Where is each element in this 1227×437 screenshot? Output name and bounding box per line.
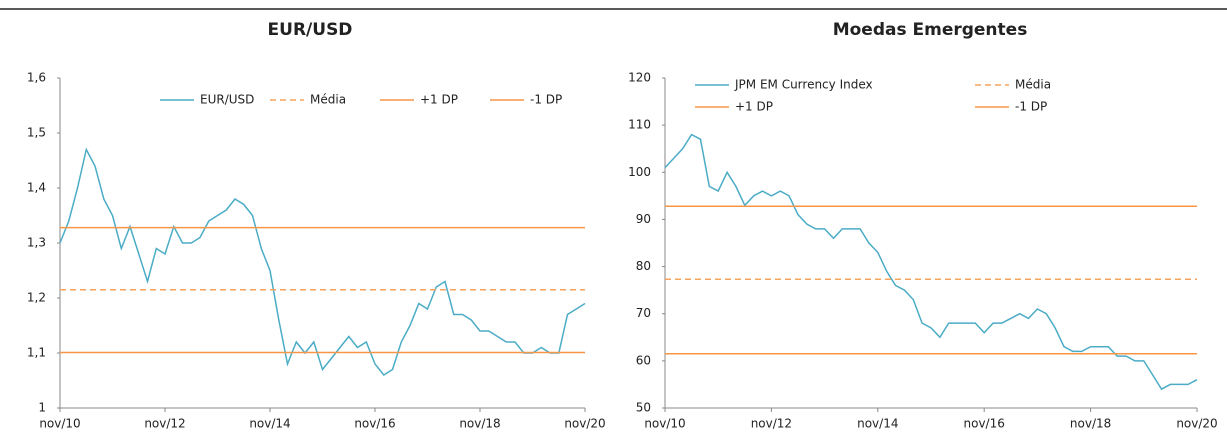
y-tick-label: 1,1 (27, 346, 46, 360)
y-tick-label: 60 (636, 353, 651, 367)
y-tick-label: 120 (628, 71, 651, 85)
series-line (664, 133, 1198, 391)
chart-title: EUR/USD (268, 20, 353, 40)
x-tick-label: nov/14 (857, 417, 898, 431)
x-tick-label: nov/12 (751, 417, 792, 431)
legend-label: -1 DP (530, 93, 562, 107)
x-tick-label: nov/18 (459, 417, 500, 431)
y-tick-label: 1,3 (27, 236, 46, 250)
legend-label: Média (1015, 78, 1051, 92)
x-tick-label: nov/16 (354, 417, 395, 431)
y-tick-label: 70 (636, 306, 651, 320)
chart-title: Moedas Emergentes (833, 20, 1028, 40)
legend-label: +1 DP (735, 100, 773, 114)
x-tick-label: nov/20 (1176, 417, 1217, 431)
y-tick-label: 110 (628, 118, 651, 132)
legend-label: JPM EM Currency Index (734, 78, 873, 92)
y-tick-label: 1,2 (27, 291, 46, 305)
y-tick-label: 50 (636, 401, 651, 415)
x-tick-label: nov/18 (1070, 417, 1111, 431)
y-tick-label: 1,4 (27, 181, 46, 195)
x-tick-label: nov/10 (644, 417, 685, 431)
y-tick-label: 1,5 (27, 126, 46, 140)
legend-label: +1 DP (420, 93, 458, 107)
y-tick-label: 1 (38, 401, 46, 415)
y-tick-label: 80 (636, 259, 651, 273)
legend-label: -1 DP (1015, 100, 1047, 114)
x-tick-label: nov/16 (964, 417, 1005, 431)
x-tick-label: nov/12 (144, 417, 185, 431)
x-tick-label: nov/10 (39, 417, 80, 431)
series-line (59, 147, 586, 376)
y-tick-label: 100 (628, 165, 651, 179)
y-tick-label: 90 (636, 212, 651, 226)
legend-label: Média (310, 93, 346, 107)
y-tick-label: 1,6 (27, 71, 46, 85)
x-tick-label: nov/20 (564, 417, 605, 431)
x-tick-label: nov/14 (249, 417, 290, 431)
legend-label: EUR/USD (200, 93, 254, 107)
